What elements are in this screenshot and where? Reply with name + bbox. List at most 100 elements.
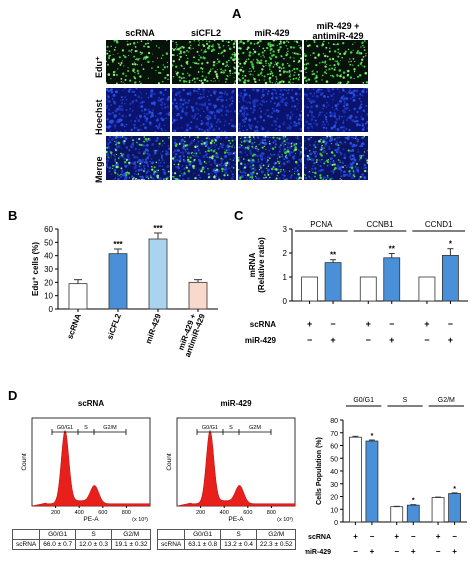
y-tick-label: 0 <box>334 520 338 527</box>
y-tick-label: 3 <box>283 225 288 234</box>
cellcycle-table-scrna: G0/G1 S G2/M scRNA 66.0 ± 0.7 12.0 ± 0.3… <box>11 529 152 550</box>
chart-d: 0 10 20 30 40 50 60 70 80 Cells Population (%) G0/… <box>305 397 467 556</box>
micrograph-merge-mir429-anti <box>304 136 368 180</box>
col-head-mir429-anti: miR-429 + antimiR-429 <box>303 21 373 41</box>
col-head-mir429-anti-line2: antimiR-429 <box>312 31 364 41</box>
table-cell: 19.1 ± 0.32 <box>110 539 152 550</box>
y-axis-label: (Relative ratio) <box>257 237 266 293</box>
row2-sign: − <box>353 547 358 556</box>
row-label-scrna: scRNA <box>250 320 276 329</box>
x-tick-label: 600 <box>243 510 252 516</box>
table-cell: 13.2 ± 0.4 <box>220 539 257 550</box>
micrograph-texture <box>172 136 236 180</box>
col-head-mir429-anti-line1: miR-429 + <box>316 21 360 31</box>
y-tick-label: 30 <box>330 482 338 489</box>
row1-sign: + <box>366 319 371 329</box>
row2-sign: + <box>370 547 375 556</box>
y-tick-label: 0 <box>283 297 288 306</box>
y-tick-label: 40 <box>330 469 338 476</box>
col-head-mir429: miR-429 <box>254 28 290 38</box>
micrograph-merge-mir429 <box>238 136 302 180</box>
micrograph-texture <box>172 88 236 132</box>
panel-b-letter: B <box>8 208 18 223</box>
significance-mark: * <box>449 240 453 249</box>
histogram-scrna: scRNA G0/G1 S G2/M 200 400 600 800 PE-A (x 10³) Co… <box>21 399 151 522</box>
col-head-sicfl2: siCFL2 <box>190 28 221 38</box>
row1-sign: − <box>452 532 457 541</box>
y-tick-label: 0 <box>49 305 54 314</box>
table-header: S <box>75 529 112 540</box>
gate-label: G2/M <box>103 425 117 431</box>
table-cell: scRNA <box>156 539 186 550</box>
y-tick-label: 80 <box>330 418 338 425</box>
significance-mark: ** <box>389 244 396 253</box>
bar-2 <box>359 276 377 302</box>
y-tick-label: 10 <box>330 507 338 514</box>
table-header: G2/M <box>110 529 152 540</box>
micrograph-edu-scrna <box>106 40 170 84</box>
y-axis-label: Count <box>166 453 173 471</box>
y-tick-label: 10 <box>44 292 53 301</box>
x-tick-label: 600 <box>98 510 107 516</box>
x-axis-unit: (x 10³) <box>132 517 148 522</box>
row1-sign: + <box>353 532 358 541</box>
micrograph-hoechst-sicfl2 <box>172 88 236 132</box>
y-tick-label: 40 <box>44 252 53 261</box>
gate-label: G2M <box>249 425 261 431</box>
y-tick-label: 1 <box>283 273 288 282</box>
table-header <box>156 529 186 540</box>
x-axis-unit: (x 10³) <box>277 517 293 522</box>
significance-mark: *** <box>113 240 123 249</box>
bar-1 <box>108 253 128 310</box>
row1-sign: + <box>307 319 312 329</box>
histogram-area <box>31 429 151 507</box>
micrograph-texture <box>106 136 170 180</box>
bar-3 <box>383 257 401 302</box>
micrograph-texture <box>106 40 170 84</box>
group-label: G2/M <box>438 397 455 404</box>
micrograph-texture <box>304 136 368 180</box>
bar-3 <box>406 504 420 523</box>
y-tick-label: 20 <box>330 495 338 502</box>
y-tick-label: 50 <box>44 238 53 247</box>
row-label-mir429: miR-429 <box>245 336 277 345</box>
row1-sign: + <box>436 532 441 541</box>
table-cell: 12.0 ± 0.3 <box>75 539 112 550</box>
gate-label: G0/G1 <box>202 425 218 431</box>
micrograph-texture <box>238 88 302 132</box>
micrograph-texture <box>238 40 302 84</box>
y-axis-label: Count <box>21 453 28 471</box>
table-header: G0/G1 <box>39 529 77 540</box>
row1-sign: − <box>330 319 335 329</box>
table-header: S <box>220 529 257 540</box>
row1-sign: − <box>370 532 375 541</box>
y-tick-label: 2 <box>283 249 288 258</box>
gate-label: S <box>84 425 88 431</box>
x-tick-label: 400 <box>220 510 229 516</box>
y-tick-label: 20 <box>44 278 53 287</box>
group-label: S <box>403 397 408 404</box>
table-cell: 63.1 ± 0.8 <box>184 539 222 550</box>
y-tick-label: 50 <box>330 456 338 463</box>
x-axis-label: PE-A <box>228 516 244 522</box>
micrograph-texture <box>172 40 236 84</box>
table-header: G0/G1 <box>184 529 222 540</box>
table-header: G2/M <box>255 529 297 540</box>
x-tick-label: 800 <box>122 510 131 516</box>
bar-1 <box>365 440 379 523</box>
gate-label: S <box>229 425 233 431</box>
micrograph-hoechst-scrna <box>106 88 170 132</box>
bar-2 <box>148 238 168 310</box>
group-label: PCNA <box>310 220 333 229</box>
micrograph-edu-mir429 <box>238 40 302 84</box>
micrograph-texture <box>106 88 170 132</box>
bar-0 <box>349 436 362 523</box>
row-head-edu: Edu⁺ <box>94 56 104 78</box>
panel-d-letter: D <box>8 388 18 403</box>
table-cell: 66.0 ± 0.7 <box>39 539 77 550</box>
histogram-mir429: miR-429 G0/G1 S G2M 200 400 600 800 PE-A (x 10³) C… <box>166 399 296 522</box>
y-axis-label: Cells Population (%) <box>316 437 323 505</box>
x-tick-label: 200 <box>196 510 205 516</box>
histogram-title: scRNA <box>78 399 104 408</box>
y-tick-label: 70 <box>330 431 338 438</box>
